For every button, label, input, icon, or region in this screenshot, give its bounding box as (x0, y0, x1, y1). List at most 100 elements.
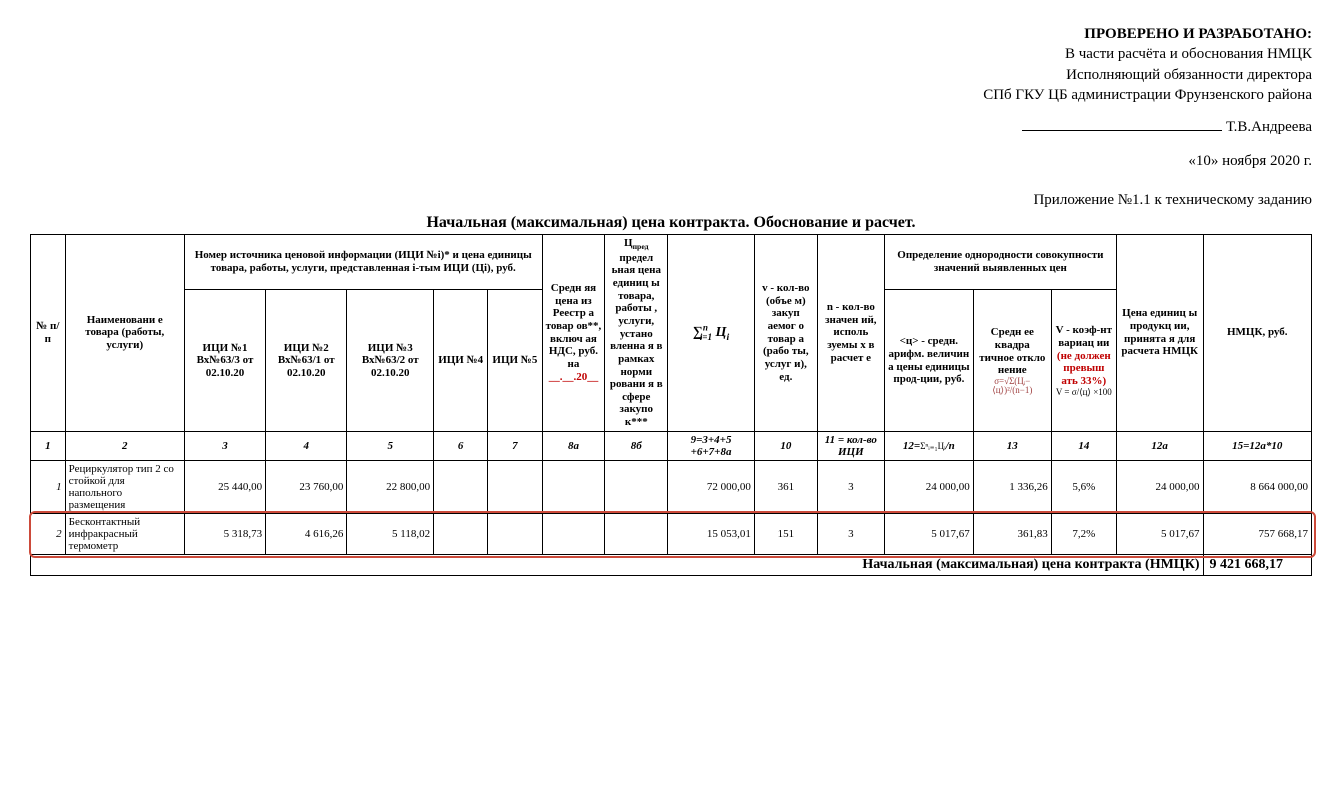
th-ici-group: Номер источника ценовой информации (ИЦИ … (184, 234, 542, 290)
page-root: ПРОВЕРЕНО И РАЗРАБОТАНО: В части расчёта… (0, 0, 1342, 806)
cell-sum: 15 053,01 (668, 513, 755, 554)
hdr-line1: ПРОВЕРЕНО И РАЗРАБОТАНО: (30, 24, 1312, 44)
th-ici2: ИЦИ №2 Вх№63/1 от 02.10.20 (266, 290, 347, 432)
th-11: n - кол-во значен ий, исполь зуемы х в р… (817, 234, 884, 431)
cell-n: 1 (31, 460, 66, 513)
nmck-table: № п/п Наименовани е товара (работы, услу… (30, 234, 1312, 576)
hdr-line4: СПб ГКУ ЦБ администрации Фрунзенского ра… (30, 85, 1312, 105)
th-8b: Цпред предел ьная цена единиц ы товара, … (605, 234, 668, 431)
cell-p1: 5 318,73 (184, 513, 265, 554)
th-8a: Средн яя цена из Реестр а товар ов**, вк… (542, 234, 605, 431)
coln-10: 10 (754, 431, 817, 460)
header-block: ПРОВЕРЕНО И РАЗРАБОТАНО: В части расчёта… (30, 24, 1312, 210)
cell-avg: 24 000,00 (884, 460, 973, 513)
th-8a-date: __.__.20__ (549, 371, 599, 383)
cell-p4 (434, 513, 488, 554)
coln-12-sigma-icon: Σⁿᵢ₌₁Цᵢ (920, 441, 945, 451)
cell-nmck: 757 668,17 (1203, 513, 1311, 554)
total-row: Начальная (максимальная) цена контракта … (31, 554, 1312, 575)
coln-12a: 12а (1116, 431, 1203, 460)
th-9: ∑ni=1 Цi (668, 234, 755, 431)
coln-8b: 8б (605, 431, 668, 460)
cell-p2: 23 760,00 (266, 460, 347, 513)
cell-avg: 5 017,67 (884, 513, 973, 554)
cell-sig: 361,83 (973, 513, 1051, 554)
coln-12-post: /n (946, 440, 955, 452)
cell-p2: 4 616,26 (266, 513, 347, 554)
cell-v: 151 (754, 513, 817, 554)
cell-sig: 1 336,26 (973, 460, 1051, 513)
tbody: 1 Рециркулятор тип 2 со стойкой для напо… (31, 460, 1312, 575)
v-formula-icon: V = σ/⟨ц⟩ ×100 (1055, 388, 1113, 397)
coln-9: 9=3+4+5 +6+7+8а (668, 431, 755, 460)
th-8a-text: Средн яя цена из Реестр а товар ов**, вк… (546, 282, 602, 370)
cell-unit: 5 017,67 (1116, 513, 1203, 554)
cell-unit: 24 000,00 (1116, 460, 1203, 513)
th-14: V - коэф-нт вариац ии (не должен превыш … (1051, 290, 1116, 432)
coln-7: 7 (488, 431, 542, 460)
signature-underline (1022, 115, 1222, 131)
cell-cv: 5,6% (1051, 460, 1116, 513)
cell-cv: 7,2% (1051, 513, 1116, 554)
cell-name: Рециркулятор тип 2 со стойкой для наполь… (65, 460, 184, 513)
th-name: Наименовани е товара (работы, услуги) (65, 234, 184, 431)
cell-v: 361 (754, 460, 817, 513)
th-15: НМЦК, руб. (1203, 234, 1311, 431)
th-12: <ц> - средн. арифм. величин а цены едини… (884, 290, 973, 432)
coln-12-pre: 12= (903, 440, 920, 452)
cell-n2: 3 (817, 513, 884, 554)
cell-n: 2 (31, 513, 66, 554)
column-number-row: 1 2 3 4 5 6 7 8а 8б 9=3+4+5 +6+7+8а 10 1… (31, 431, 1312, 460)
th-8b-sub: Цпред (624, 237, 648, 249)
th-homo-group: Определение однородности совокупности зн… (884, 234, 1116, 290)
cell-p3: 22 800,00 (347, 460, 434, 513)
th-10: v - кол-во (объе м) закуп аемог о товар … (754, 234, 817, 431)
coln-15: 15=12а*10 (1203, 431, 1311, 460)
coln-6: 6 (434, 431, 488, 460)
coln-1: 1 (31, 431, 66, 460)
coln-12: 12=Σⁿᵢ₌₁Цᵢ/n (884, 431, 973, 460)
table-row: 1 Рециркулятор тип 2 со стойкой для напо… (31, 460, 1312, 513)
total-label: Начальная (максимальная) цена контракта … (31, 554, 1204, 575)
th-ici3: ИЦИ №3 Вх№63/2 от 02.10.20 (347, 290, 434, 432)
doc-title: Начальная (максимальная) цена контракта.… (30, 214, 1312, 232)
cell-8b (605, 513, 668, 554)
coln-11: 11 = кол-во ИЦИ (817, 431, 884, 460)
cell-p5 (488, 460, 542, 513)
signature-line: Т.В.Андреева (30, 115, 1312, 137)
th-ici5: ИЦИ №5 (488, 290, 542, 432)
cell-nmck: 8 664 000,00 (1203, 460, 1311, 513)
cell-8b (605, 460, 668, 513)
cell-8a (542, 460, 605, 513)
sum-formula-icon: ∑ni=1 Цi (693, 325, 729, 340)
total-value: 9 421 668,17 (1203, 554, 1311, 575)
coln-3: 3 (184, 431, 265, 460)
th-12a: Цена единиц ы продукц ии, принята я для … (1116, 234, 1203, 431)
cell-n2: 3 (817, 460, 884, 513)
th-ici4: ИЦИ №4 (434, 290, 488, 432)
cell-sum: 72 000,00 (668, 460, 755, 513)
th-14-a: V - коэф-нт вариац ии (1056, 324, 1112, 349)
hdr-appendix: Приложение №1.1 к техническому заданию (30, 190, 1312, 210)
th-ici1: ИЦИ №1 Вх№63/3 от 02.10.20 (184, 290, 265, 432)
sigma-formula-icon: σ=√Σ(Цᵢ−⟨ц⟩)²/(n−1) (977, 377, 1048, 395)
hdr-date: «10» ноября 2020 г. (30, 151, 1312, 171)
cell-8a (542, 513, 605, 554)
coln-4: 4 (266, 431, 347, 460)
coln-5: 5 (347, 431, 434, 460)
th-8b-rest: предел ьная цена единиц ы товара, работы… (610, 252, 663, 428)
coln-14: 14 (1051, 431, 1116, 460)
cell-p4 (434, 460, 488, 513)
hdr-line2: В части расчёта и обоснования НМЦК (30, 44, 1312, 64)
coln-8a: 8а (542, 431, 605, 460)
cell-p1: 25 440,00 (184, 460, 265, 513)
cell-p3: 5 118,02 (347, 513, 434, 554)
thead: № п/п Наименовани е товара (работы, услу… (31, 234, 1312, 460)
cell-p5 (488, 513, 542, 554)
hdr-line3: Исполняющий обязанности директора (30, 65, 1312, 85)
th-14-b: (не должен превыш ать 33%) (1057, 350, 1111, 387)
cell-name: Бесконтактный инфракрасный термометр (65, 513, 184, 554)
th-n: № п/п (31, 234, 66, 431)
coln-2: 2 (65, 431, 184, 460)
th-13-label: Средн ее квадра тичное откло нение (979, 326, 1045, 376)
